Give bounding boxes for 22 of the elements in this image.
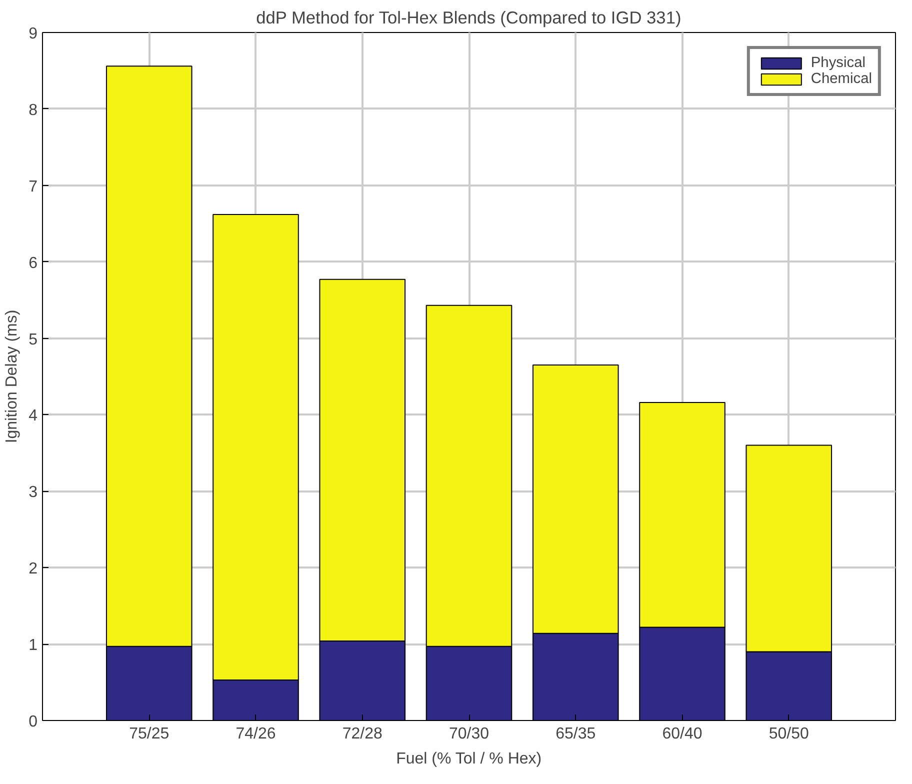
x-tick-label: 50/50 [768,726,809,742]
x-tick-label: 74/26 [236,726,276,742]
y-tick-label: 3 [28,484,38,502]
y-tick-label: 2 [28,560,38,578]
y-tick-label: 4 [28,408,38,425]
x-tick-label: 70/30 [448,726,490,742]
chart-title: ddP Method for Tol-Hex Blends (Compared to IGD 331) [256,8,682,28]
x-tick-label: 60/40 [662,726,702,742]
x-tick-label: 72/28 [342,726,382,742]
legend-label: Physical [810,55,866,71]
y-tick-label: 8 [28,102,38,119]
y-axis-title: Ignition Delay (ms) [4,310,21,444]
y-tick-label: 7 [28,178,38,196]
y-tick-label: 0 [28,714,38,730]
x-tick-label: 75/25 [129,726,170,742]
y-tick-label: 1 [28,637,38,654]
y-tick-label: 9 [28,26,38,42]
x-tick-label: 65/35 [556,726,596,742]
y-tick-label: 6 [28,254,38,272]
x-axis-title: Fuel (% Tol / % Hex) [396,750,542,768]
legend-label: Chemical [810,71,872,87]
y-tick-label: 5 [28,331,38,348]
